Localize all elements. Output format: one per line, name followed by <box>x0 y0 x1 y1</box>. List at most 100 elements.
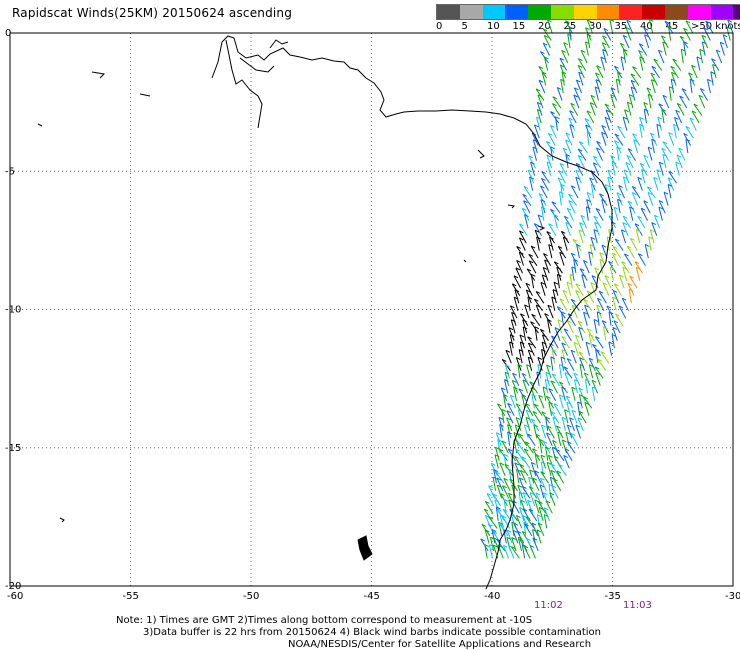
wind-barb-flag <box>498 416 504 420</box>
wind-barb-flag <box>502 515 507 519</box>
wind-barb-flag <box>585 124 590 128</box>
wind-barb <box>528 508 538 522</box>
wind-barb <box>506 530 513 544</box>
wind-barb-flag <box>609 18 615 22</box>
wind-barb-flag <box>679 95 684 99</box>
wind-barb-flag <box>698 94 704 98</box>
wind-barb-flag <box>550 469 556 473</box>
wind-barb-flag <box>572 238 578 242</box>
wind-barb <box>608 311 612 326</box>
wind-barb-flag <box>573 342 579 345</box>
wind-barb-flag <box>531 522 537 526</box>
wind-barb <box>581 274 586 289</box>
wind-barb <box>614 313 624 326</box>
wind-barb <box>529 469 535 484</box>
wind-barb <box>522 379 529 394</box>
wind-barb-flag <box>574 379 579 383</box>
wind-barb <box>578 351 588 364</box>
wind-barb <box>540 282 546 296</box>
wind-barb <box>539 329 549 341</box>
wind-barb <box>618 185 625 199</box>
wind-barb-flag <box>507 424 512 428</box>
wind-barb <box>611 161 616 176</box>
wind-barb <box>540 454 547 469</box>
wind-barb <box>551 349 556 364</box>
wind-barb-flag <box>535 88 541 92</box>
wind-barb-flag <box>600 351 606 355</box>
wind-barb <box>699 49 703 64</box>
wind-barb-flag <box>557 273 562 277</box>
wind-barb <box>624 109 630 124</box>
wind-barb <box>626 155 634 169</box>
wind-barb-flag <box>629 206 634 210</box>
wind-barb <box>573 87 581 101</box>
wind-barb-flag <box>550 411 556 414</box>
wind-barb <box>593 319 598 334</box>
wind-barb-flag <box>662 141 668 145</box>
wind-barb-flag <box>574 87 579 91</box>
y-tick-label: -10 <box>5 305 21 316</box>
wind-barb-flag <box>573 94 579 98</box>
wind-barb <box>668 171 677 184</box>
wind-barb <box>556 470 565 484</box>
wind-barb-flag <box>513 522 519 526</box>
wind-barb <box>635 229 641 244</box>
wind-barb-flag <box>528 155 534 159</box>
wind-barb <box>630 80 638 94</box>
wind-barb <box>585 342 591 356</box>
wind-barb-flag <box>534 298 539 302</box>
wind-barb-flag <box>675 109 681 113</box>
wind-barb <box>585 124 592 139</box>
wind-barb-flag <box>618 305 624 309</box>
wind-barb <box>511 380 519 394</box>
wind-barb-flag <box>558 463 563 467</box>
wind-barb <box>644 244 649 259</box>
wind-barb <box>561 349 566 364</box>
wind-barb <box>520 313 529 326</box>
wind-barb-flag <box>534 470 540 474</box>
wind-barb-flag <box>623 48 628 52</box>
wind-barb-flag <box>567 313 573 317</box>
wind-barb-flag <box>511 546 516 550</box>
wind-barb <box>593 229 598 244</box>
wind-barb-flag <box>597 358 603 362</box>
wind-barb <box>649 132 658 146</box>
wind-barb-flag <box>540 454 546 458</box>
wind-barb <box>627 200 636 214</box>
wind-barb <box>519 341 524 356</box>
wind-barb <box>496 484 503 499</box>
wind-barb-flag <box>565 221 570 225</box>
wind-barb <box>601 320 609 334</box>
wind-barb-flag <box>637 176 643 180</box>
wind-barb-flag <box>589 334 594 337</box>
wind-barb <box>533 403 543 417</box>
wind-barb <box>592 155 602 169</box>
wind-barb-flag <box>547 318 552 322</box>
wind-barb <box>556 87 563 101</box>
wind-barb <box>552 417 558 431</box>
wind-barb-flag <box>622 215 628 219</box>
wind-barb-flag <box>573 258 578 262</box>
wind-barb-flag <box>583 396 588 400</box>
wind-barb-flag <box>530 161 535 165</box>
wind-barb <box>544 259 550 274</box>
wind-barb-flag <box>566 207 572 211</box>
wind-barb <box>629 275 638 289</box>
wind-barb <box>693 103 703 116</box>
wind-barb <box>678 147 686 161</box>
wind-barb <box>618 305 627 319</box>
wind-barb <box>596 147 603 161</box>
wind-barb-flag <box>622 222 628 226</box>
wind-barb-flag <box>609 266 615 270</box>
wind-barb-flag <box>663 191 669 195</box>
wind-barb-flag <box>544 34 549 38</box>
wind-barb-flag <box>541 461 546 465</box>
wind-barb-flag <box>527 296 533 300</box>
wind-barb-flag <box>646 87 652 91</box>
wind-barb-flag <box>625 162 631 166</box>
wind-barb <box>536 109 542 124</box>
wind-barb <box>506 417 513 431</box>
wind-barb <box>593 215 602 229</box>
wind-barb-flag <box>570 433 576 436</box>
wind-barb-flag <box>623 169 629 173</box>
